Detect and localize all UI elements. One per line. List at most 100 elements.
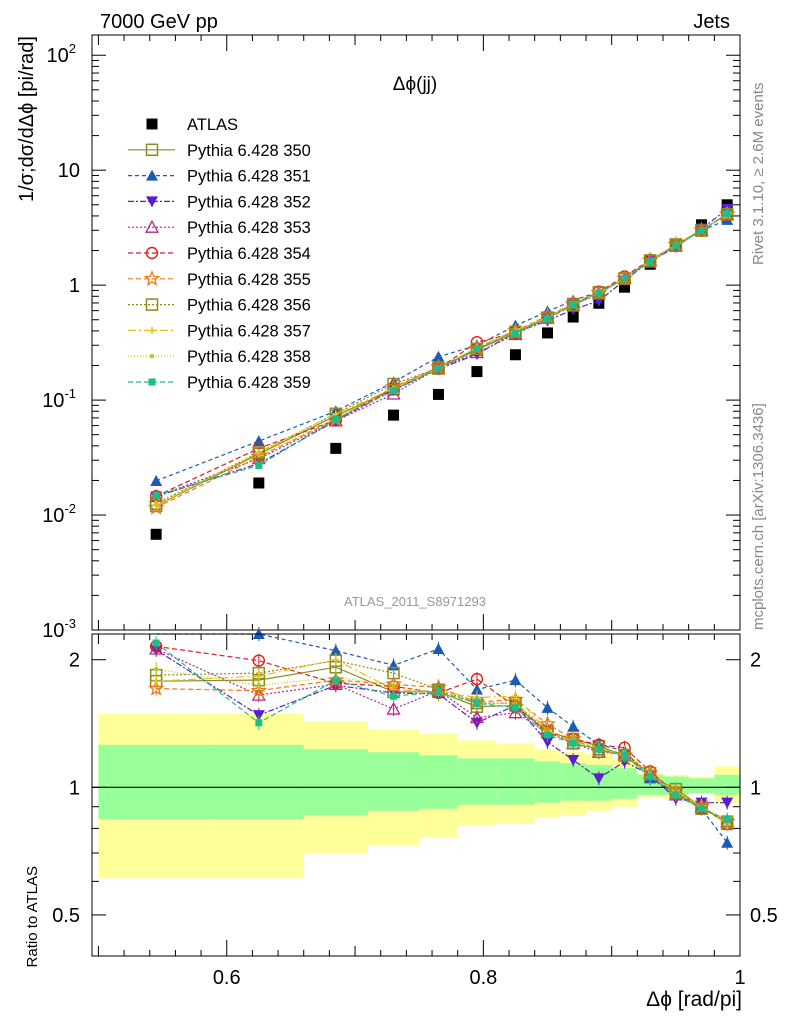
data-marker — [646, 257, 654, 265]
data-marker — [145, 298, 159, 311]
data-marker — [721, 797, 734, 809]
marker-shape — [511, 704, 519, 712]
green-band — [457, 758, 497, 805]
data-marker — [471, 366, 483, 378]
data-marker — [252, 710, 265, 722]
data-marker — [256, 453, 262, 458]
marker-shape — [255, 719, 263, 727]
data-marker — [332, 415, 340, 423]
marker-shape — [541, 736, 554, 748]
green-band — [419, 755, 458, 809]
mcplots-label: mcplots.cern.ch [arXiv:1306.3436] — [750, 403, 767, 630]
data-marker — [509, 349, 521, 361]
legend-label: ATLAS — [187, 116, 238, 134]
data-marker — [256, 683, 262, 688]
data-marker — [146, 169, 158, 181]
data-marker — [148, 378, 156, 386]
legend-label: Pythia 6.428 354 — [187, 245, 311, 263]
marker-shape — [509, 325, 522, 339]
series-10 — [152, 210, 731, 499]
marker-shape — [542, 327, 554, 339]
y-tick-label: 10-3 — [42, 616, 76, 642]
marker-shape — [150, 528, 162, 540]
legend: ATLAS Pythia 6.428 350 Pythia 6.428 351 Pyt… — [128, 116, 311, 392]
marker-shape — [145, 246, 159, 260]
data-marker — [470, 672, 484, 686]
main-series-group — [147, 199, 736, 540]
data-marker — [569, 301, 577, 309]
data-marker — [541, 736, 554, 748]
marker-shape — [146, 196, 158, 208]
marker-shape — [470, 672, 484, 686]
data-marker — [144, 219, 160, 233]
data-marker — [592, 773, 605, 785]
data-marker — [145, 246, 159, 260]
marker-shape — [567, 720, 580, 732]
marker-shape — [144, 219, 160, 233]
marker-shape — [672, 242, 680, 250]
data-marker — [253, 477, 265, 489]
marker-shape — [146, 169, 158, 181]
marker-shape — [595, 745, 603, 753]
data-marker — [723, 815, 731, 823]
marker-shape — [250, 681, 268, 698]
data-marker — [541, 701, 554, 713]
ratio-y-tick-label-right: 0.5 — [750, 905, 778, 927]
marker-shape — [567, 311, 579, 323]
data-marker — [618, 272, 631, 285]
data-marker — [332, 676, 340, 684]
marker-shape — [509, 349, 521, 361]
data-marker — [695, 224, 708, 237]
data-marker — [672, 791, 680, 799]
data-marker — [152, 639, 160, 647]
data-marker — [643, 254, 657, 267]
main-frame — [91, 34, 741, 631]
green-band — [98, 744, 214, 820]
data-marker — [511, 329, 519, 337]
data-marker — [621, 751, 629, 759]
marker-shape — [470, 342, 484, 356]
data-marker — [509, 674, 522, 686]
legend-label: Pythia 6.428 352 — [187, 193, 311, 211]
legend-label: Pythia 6.428 358 — [187, 348, 311, 366]
data-marker — [544, 731, 552, 739]
data-marker — [391, 683, 396, 688]
data-marker — [544, 315, 552, 323]
green-band — [367, 752, 420, 811]
x-tick-label: 0.8 — [469, 967, 497, 989]
marker-shape — [544, 731, 552, 739]
marker-shape — [252, 446, 266, 459]
data-marker — [470, 342, 484, 356]
marker-shape — [153, 666, 159, 672]
data-marker — [569, 739, 577, 747]
data-marker — [542, 327, 554, 339]
data-marker — [149, 641, 164, 655]
marker-shape — [253, 477, 265, 489]
marker-shape — [643, 254, 657, 267]
marker-shape — [621, 275, 629, 283]
legend-label: Pythia 6.428 355 — [187, 271, 311, 289]
marker-shape — [723, 210, 731, 218]
data-marker — [619, 281, 631, 293]
marker-shape — [145, 143, 159, 157]
ratio-series-9 — [152, 636, 731, 827]
data-marker — [143, 270, 161, 286]
data-marker — [669, 239, 683, 253]
marker-shape — [646, 257, 654, 265]
analysis-label: ATLAS_2011_S8971293 — [344, 594, 486, 609]
data-marker — [511, 704, 519, 712]
data-marker — [250, 681, 268, 698]
marker-shape — [391, 683, 396, 688]
data-marker — [153, 500, 159, 505]
ratio-frame — [91, 633, 741, 957]
marker-shape — [473, 345, 481, 353]
data-marker — [567, 755, 580, 767]
marker-shape — [152, 677, 160, 685]
main-panel: 10-3 10-2 10-1 1 10 102 Δϕ(jj) ATLAS_2011_S89… — [16, 34, 741, 642]
marker-shape — [390, 692, 398, 700]
data-marker — [595, 745, 603, 753]
marker-shape — [592, 773, 605, 785]
data-marker — [646, 773, 654, 781]
y-tick-label: 10 — [58, 160, 80, 182]
